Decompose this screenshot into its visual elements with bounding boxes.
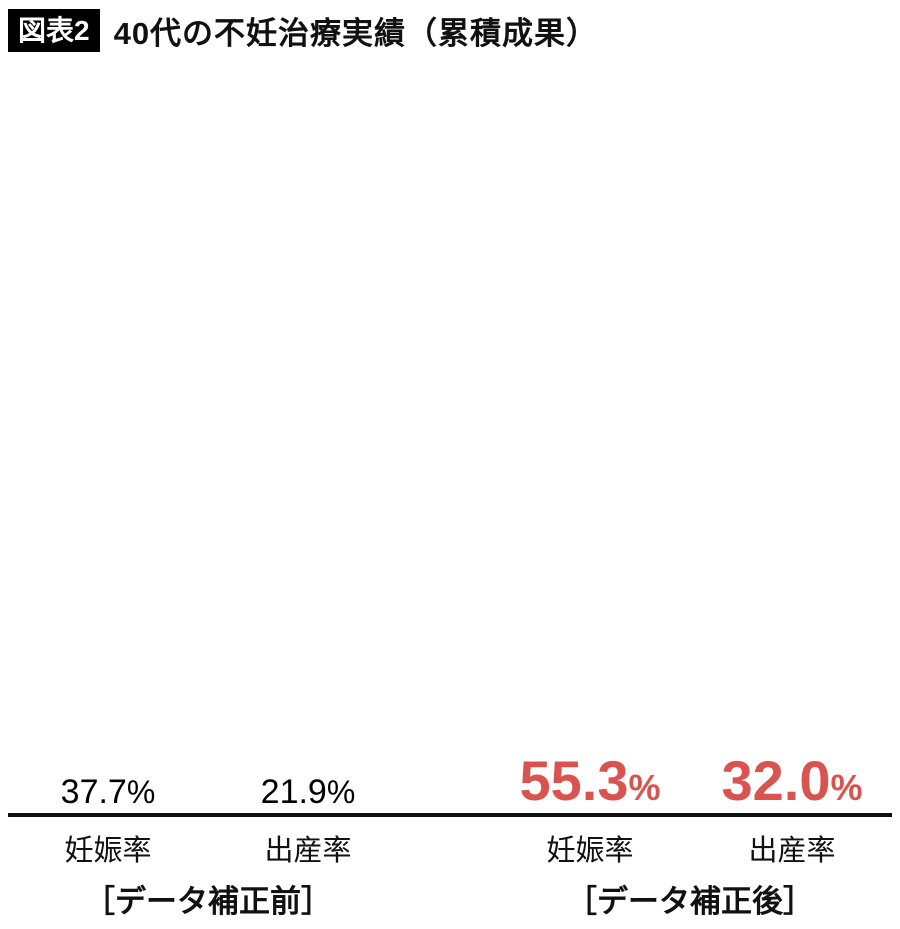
category-label-pregnancy-after: 妊娠率 [546, 835, 634, 867]
bar-column-birth-after: 32.0% [722, 753, 863, 815]
value-label-birth-after: 32.0% [722, 753, 863, 809]
group-label-after-correction: ［データ補正後］ [566, 884, 814, 919]
bar-column-pregnancy-after: 55.3% [520, 753, 661, 815]
value-label-pregnancy-after: 55.3% [520, 753, 661, 809]
value-number: 21.9 [260, 773, 327, 811]
group-label-before-correction: ［データ補正前］ [84, 884, 332, 919]
value-unit: % [628, 767, 661, 808]
value-number: 32.0 [721, 749, 831, 812]
chart-title: 40代の不妊治療実績（累積成果） [113, 16, 599, 51]
figure-number-badge: 図表2 [8, 9, 100, 52]
category-label-birth-before: 出産率 [264, 835, 352, 867]
chart-header: 図表2 40代の不妊治療実績（累積成果） [8, 8, 598, 53]
plot-area: 37.7% 21.9% 55.3% 32.0% [0, 60, 900, 815]
category-label-birth-after: 出産率 [748, 835, 836, 867]
bar-column-pregnancy-before: 37.7% [43, 775, 173, 815]
value-unit: % [126, 774, 156, 810]
value-label-birth-before: 21.9% [261, 775, 356, 809]
value-number: 37.7 [60, 773, 127, 811]
value-label-pregnancy-before: 37.7% [61, 775, 156, 809]
bar-column-birth-before: 21.9% [243, 775, 373, 815]
category-label-pregnancy-before: 妊娠率 [64, 835, 152, 867]
x-axis-line [8, 813, 892, 817]
value-number: 55.3 [519, 749, 629, 812]
value-unit: % [326, 774, 356, 810]
value-unit: % [830, 767, 863, 808]
